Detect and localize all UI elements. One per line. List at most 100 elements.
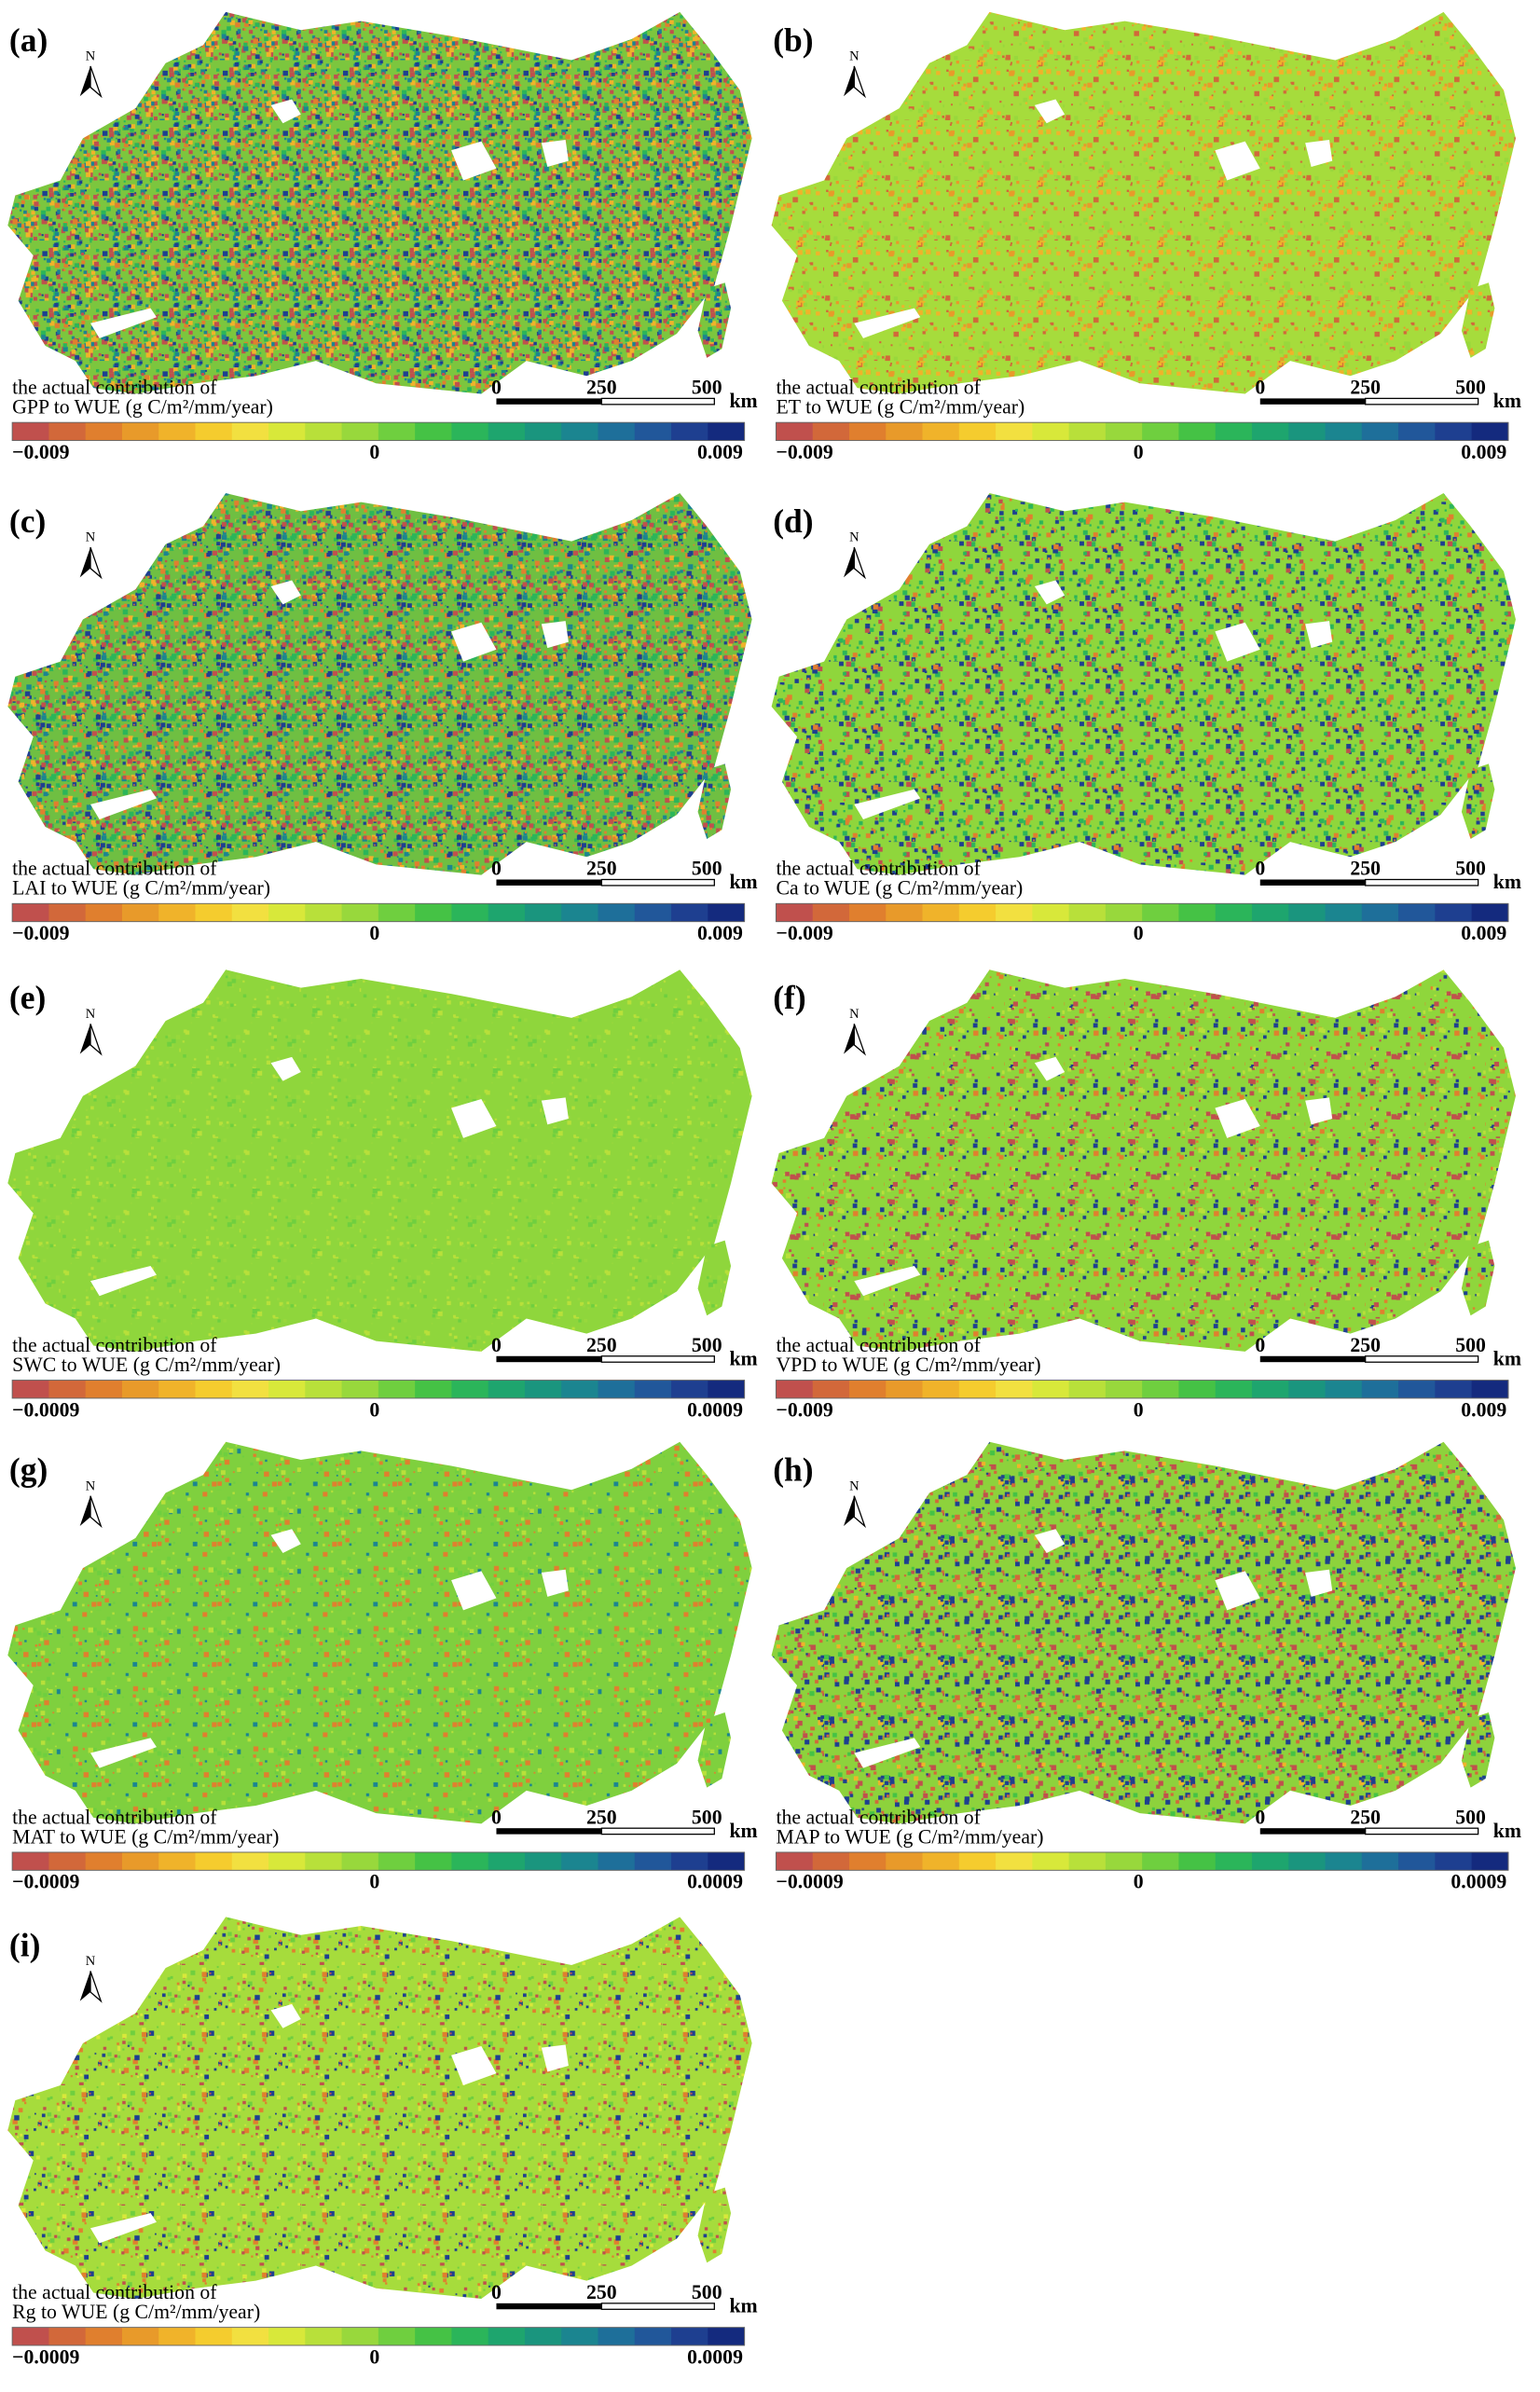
colorbar-frame [11,1380,746,1399]
scale-unit: km [729,871,757,893]
no-data-area [1215,622,1260,662]
north-arrow [89,546,103,580]
colorbar-segment [85,903,123,922]
colorbar-segment [848,1380,887,1398]
colorbar-segment [958,1851,997,1871]
colorbar-segment [671,422,708,441]
colorbar-segment [1325,1380,1363,1398]
colorbar-mid-label: 0 [1134,1871,1144,1893]
north-arrow [79,1971,91,2001]
colorbar-segment [671,2327,708,2346]
colorbar-segment [776,1851,814,1871]
colorbar-segment [195,422,233,441]
scale-tick-label: 0 [491,1806,502,1828]
colorbar-segment [268,422,306,441]
colorbar-segment [121,1851,159,1871]
colorbar-segment [1325,422,1363,441]
colorbar-segment [1251,422,1289,441]
colorbar-segment [378,903,416,922]
region-map [7,493,752,875]
colorbar-segment [378,2327,416,2346]
colorbar-segment [886,422,924,441]
colorbar-max-label: 0.009 [697,922,743,944]
north-arrow [89,1024,103,1056]
colorbar-segment [305,1851,343,1871]
colorbar-min-label: −0.0009 [12,1871,79,1893]
colorbar-segment [886,903,924,922]
colorbar-min-label: −0.009 [776,441,832,463]
north-arrow [79,1024,91,1054]
colorbar-mid-label: 0 [369,441,379,463]
colorbar-mid-label: 0 [369,1871,379,1893]
north-arrow [89,1971,103,2003]
colorbar-max-label: 0.0009 [687,2345,743,2368]
colorbar-segment [671,903,708,922]
colorbar-segment [634,1380,672,1398]
no-data-area [1305,621,1333,649]
colorbar-segment [48,1851,87,1871]
colorbar-segment [195,903,233,922]
colorbar-segment [85,422,123,441]
colorbar-segment [305,1380,343,1398]
colorbar-frame [775,1380,1509,1399]
colorbar-segment [1032,1851,1070,1871]
no-data-area [90,308,157,338]
colorbar-segment [1361,903,1399,922]
no-data-area [451,2046,497,2085]
north-label: N [86,1954,96,1969]
colorbar-segment [488,422,526,441]
no-data-area [270,99,301,124]
colorbar-segment [1068,903,1107,922]
north-label: N [86,1478,96,1493]
scale-unit: km [729,390,757,412]
colorbar-segment [341,2327,379,2346]
colorbar-segment [48,1380,87,1398]
scale-bar-white [600,397,715,406]
scale-tick-label: 500 [692,2281,722,2303]
colorbar-segment [524,422,562,441]
no-data-area [270,1056,301,1081]
colorbar-max-label: 0.009 [1461,922,1506,944]
colorbar-segment [1288,422,1327,441]
colorbar-segment [231,1380,269,1398]
no-data-area [854,308,921,338]
scale-tick-label: 500 [1455,858,1486,880]
scale-unit: km [729,1820,757,1842]
colorbar-segment [158,903,196,922]
panel-label: (a) [9,21,48,59]
region-map [771,11,1516,394]
colorbar-segment [48,2327,87,2346]
scale-bar-black [496,879,602,886]
no-data-area [1305,1097,1333,1125]
colorbar-segment [776,422,814,441]
colorbar-min-label: −0.0009 [12,1398,79,1421]
colorbar-segment [1471,903,1509,922]
scale-bar-black [496,1828,602,1835]
colorbar-segment [1251,1380,1289,1398]
colorbar-mid-label: 0 [1134,1398,1144,1421]
scale-tick-label: 250 [586,858,617,880]
colorbar-segment [1325,903,1363,922]
colorbar-segment [451,422,489,441]
colorbar-segment [598,1851,636,1871]
panel-label: (f) [773,979,805,1016]
colorbar-segment [12,1380,49,1398]
colorbar-segment [776,1380,814,1398]
colorbar-mid-label: 0 [369,922,379,944]
colorbar-segment [12,422,49,441]
region-map [771,493,1516,875]
colorbar-segment [1435,1380,1473,1398]
colorbar-segment [121,2327,159,2346]
colorbar-segment [378,422,416,441]
colorbar-frame [775,902,1509,923]
region-map [7,969,752,1352]
colorbar-segment [524,903,562,922]
scale-tick-label: 500 [692,377,722,399]
colorbar-segment [1068,1380,1107,1398]
legend-title: VPD to WUE (g C/m²/mm/year) [776,1354,1040,1376]
colorbar-segment [1105,1851,1143,1871]
no-data-area [270,2003,301,2028]
scale-tick-label: 500 [1455,377,1486,399]
colorbar-segment [451,2327,489,2346]
colorbar-segment [48,903,87,922]
